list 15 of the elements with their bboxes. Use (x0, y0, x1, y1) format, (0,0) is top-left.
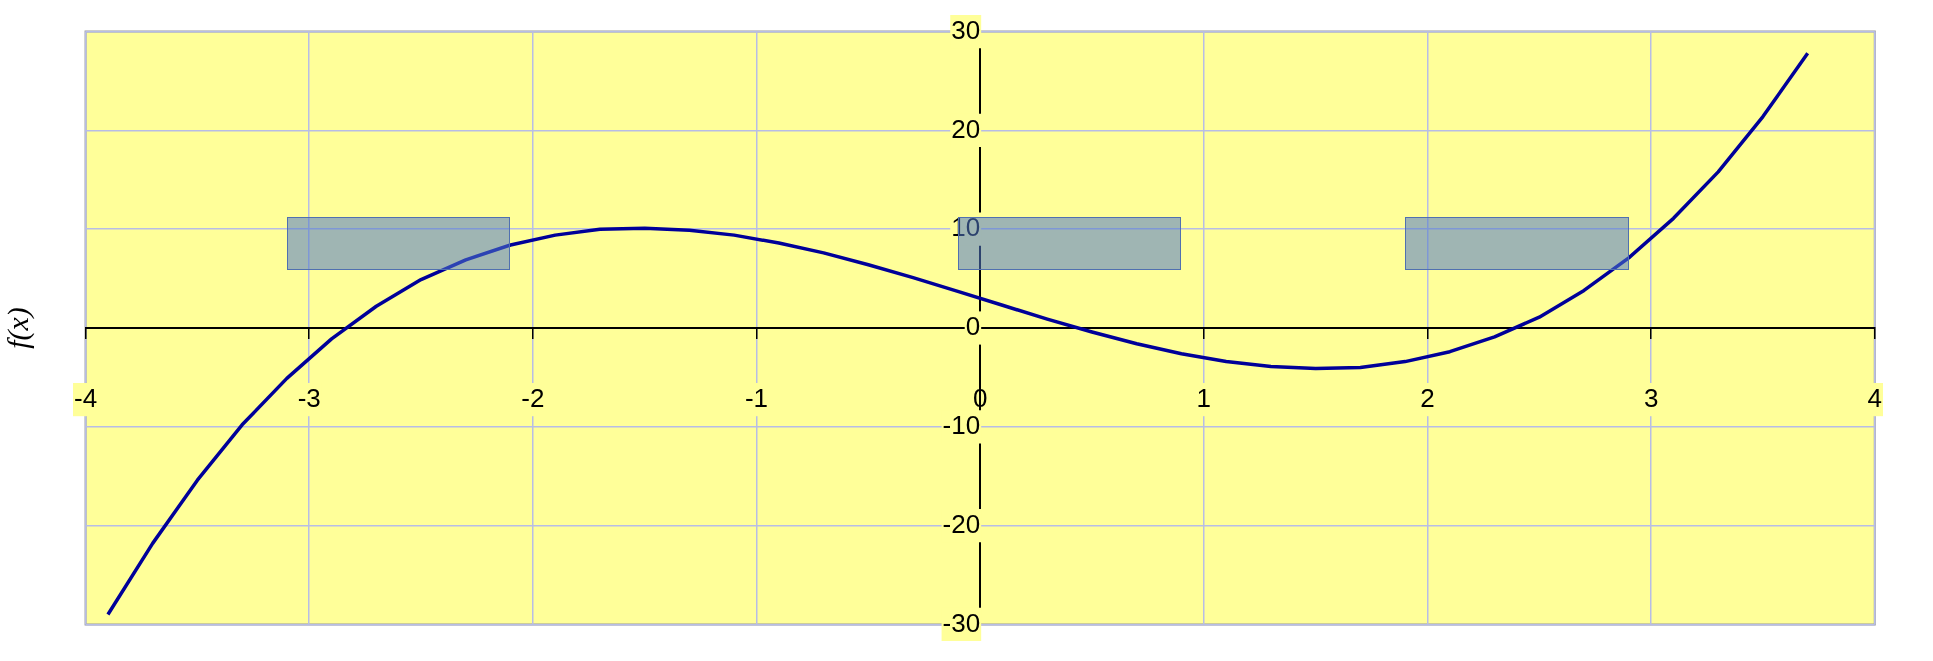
x-tick-label: -1 (744, 382, 769, 413)
y-tick-label: -30 (942, 607, 981, 638)
y-tick-label: 20 (951, 113, 981, 144)
y-tick-label: 0 (965, 311, 981, 342)
y-tick-label: -20 (942, 508, 981, 539)
x-tick-label: -2 (521, 382, 545, 413)
x-tick-label: -4 (74, 382, 98, 413)
x-tick-label: -3 (297, 382, 321, 413)
x-tick-label: 4 (1867, 382, 1882, 413)
x-tick-label: 3 (1643, 382, 1659, 413)
y-tick-label: 30 (951, 14, 981, 45)
y-axis-title: f(x) (1, 307, 35, 349)
x-tick-label: 1 (1196, 382, 1212, 413)
y-tick-label: -10 (942, 409, 981, 440)
x-tick-label: 2 (1420, 382, 1435, 413)
